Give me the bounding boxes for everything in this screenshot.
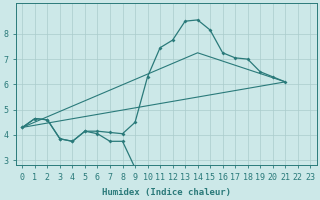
X-axis label: Humidex (Indice chaleur): Humidex (Indice chaleur)	[102, 188, 231, 197]
